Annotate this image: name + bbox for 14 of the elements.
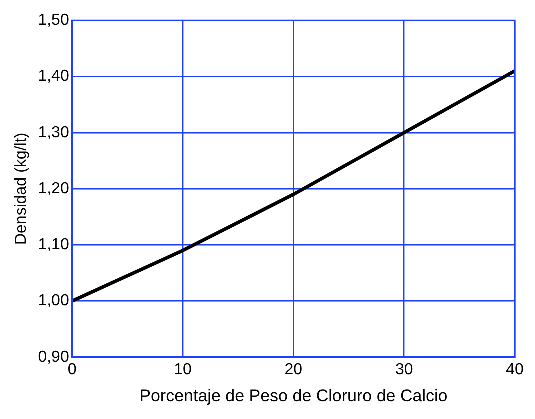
y-axis-title: Densidad (kg/lt) [13, 132, 30, 246]
y-tick-label: 1,20 [38, 180, 70, 198]
y-tick-label: 1,30 [38, 124, 70, 142]
x-tick-label: 10 [174, 361, 192, 378]
y-tick-label: 1,00 [38, 292, 70, 310]
x-tick-label: 0 [68, 361, 77, 378]
y-tick-label: 1,50 [38, 12, 70, 30]
y-tick-label: 1,10 [38, 236, 70, 254]
y-tick-label: 1,40 [38, 68, 70, 86]
x-axis-title: Porcentaje de Peso de Cloruro de Calcio [140, 386, 448, 406]
x-tick-label: 30 [395, 361, 414, 378]
x-tick-label: 40 [506, 361, 524, 378]
x-tick-label: 20 [284, 361, 303, 378]
y-tick-label: 0,90 [38, 348, 70, 366]
